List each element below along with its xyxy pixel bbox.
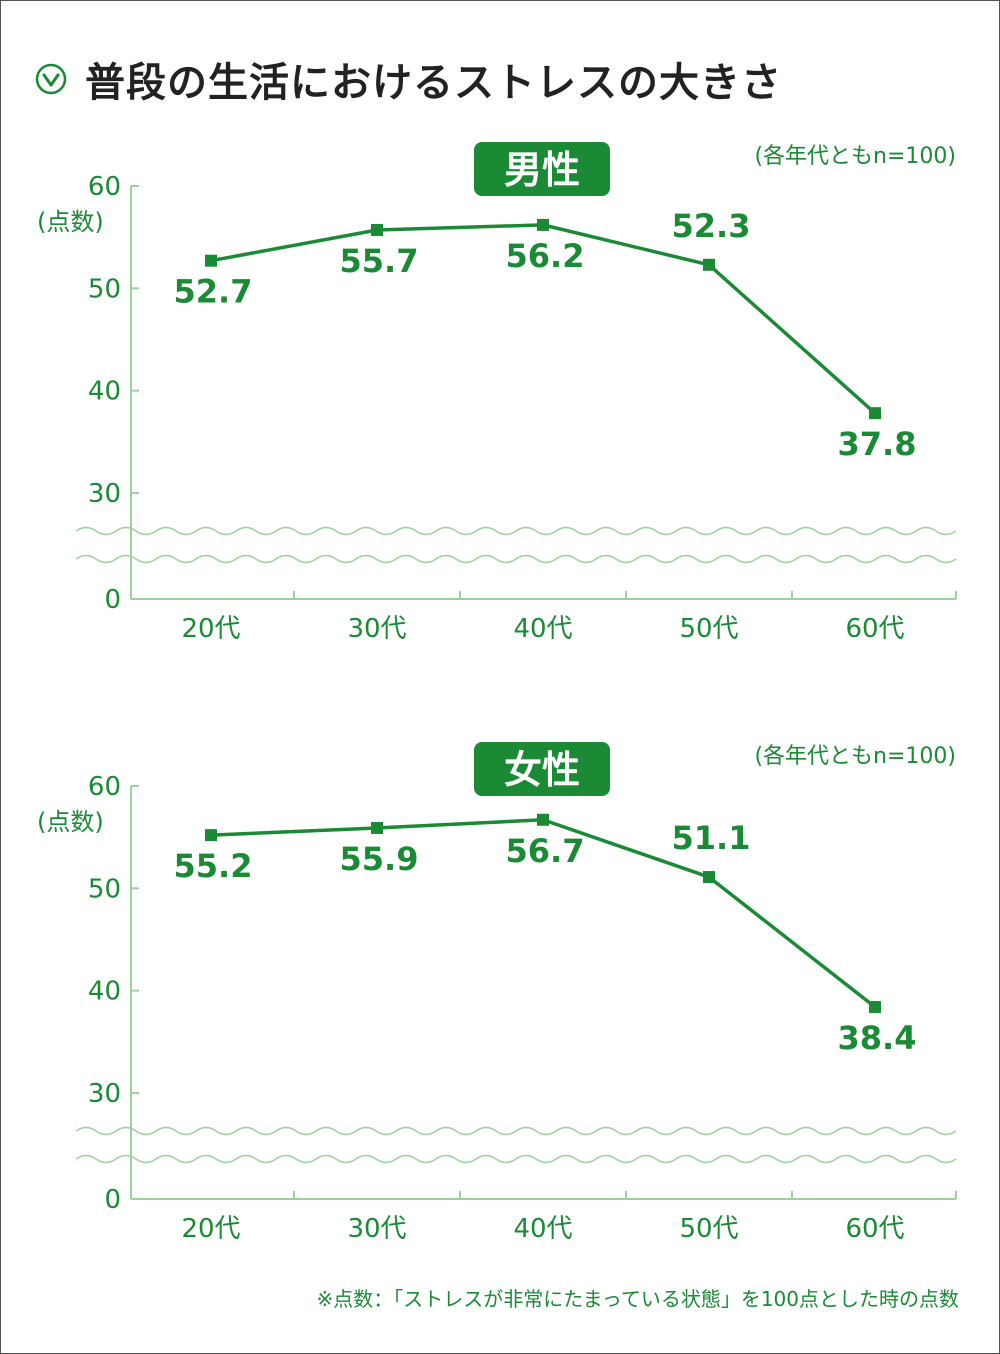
data-label: 51.1 — [672, 819, 751, 857]
y-tick-label: 30 — [88, 1079, 121, 1109]
x-tick-label: 50代 — [679, 1214, 738, 1244]
data-point — [371, 821, 383, 834]
y-tick-label: 0 — [104, 585, 121, 615]
data-label: 37.8 — [838, 425, 917, 463]
sample-note: (各年代ともn=100) — [754, 744, 956, 769]
data-label: 56.7 — [506, 832, 585, 870]
y-tick-label: 50 — [88, 874, 121, 904]
data-point — [703, 871, 715, 884]
data-point — [205, 829, 217, 842]
axis-break-wave — [75, 526, 957, 536]
x-tick-label: 40代 — [513, 1214, 572, 1244]
chart-title-pill — [474, 742, 610, 796]
chart-men: 0 30 40 50 60 (点数) 20代 30代 40代 50代 60代 男性 (各年代ともn=10… — [37, 142, 957, 644]
data-point — [205, 254, 217, 267]
page-title: 普段の生活におけるストレスの大きさ — [85, 60, 782, 106]
axis-break-wave — [75, 1154, 957, 1164]
data-point — [869, 407, 881, 420]
sample-note: (各年代ともn=100) — [754, 144, 956, 169]
x-tick-label: 40代 — [513, 614, 572, 644]
y-tick-label: 60 — [88, 772, 121, 802]
y-tick-label: 40 — [88, 977, 121, 1007]
x-tick-label: 60代 — [845, 614, 904, 644]
data-point — [371, 224, 383, 237]
chart-title: 男性 — [504, 148, 580, 192]
data-point — [869, 1001, 881, 1014]
y-tick-label: 60 — [88, 172, 121, 202]
chevron-down-circle-icon — [35, 63, 67, 95]
y-tick-label: 0 — [104, 1185, 121, 1215]
data-point — [703, 258, 715, 271]
data-point — [537, 813, 549, 826]
chart-title: 女性 — [504, 748, 580, 792]
data-label: 55.9 — [340, 840, 419, 878]
axis-break-wave — [75, 554, 957, 564]
chart-title-pill — [474, 142, 610, 196]
x-tick-label: 20代 — [181, 1214, 240, 1244]
x-tick-label: 30代 — [347, 1214, 406, 1244]
title-row: 普段の生活におけるストレスの大きさ — [35, 49, 782, 109]
data-label: 38.4 — [838, 1019, 917, 1057]
y-tick-label: 40 — [88, 377, 121, 407]
data-label: 55.7 — [340, 242, 419, 280]
axis-break-wave — [75, 1126, 957, 1136]
data-point — [537, 218, 549, 231]
x-tick-label: 20代 — [181, 614, 240, 644]
chart-women: 0 30 40 50 60 (点数) 20代 30代 40代 50代 60代 女性 (各年代ともn=10… — [37, 742, 957, 1244]
y-tick-label: 30 — [88, 479, 121, 509]
data-label: 52.7 — [174, 273, 253, 311]
y-axis-label: (点数) — [37, 808, 104, 836]
data-label: 52.3 — [672, 207, 751, 245]
footnote: ※点数：「ストレスが非常にたまっている状態」を100点とした時の点数 — [316, 1287, 959, 1311]
data-label: 55.2 — [174, 847, 253, 885]
x-tick-label: 60代 — [845, 1214, 904, 1244]
data-label: 56.2 — [506, 237, 585, 275]
y-axis-label: (点数) — [37, 208, 104, 236]
x-tick-label: 50代 — [679, 614, 738, 644]
x-tick-label: 30代 — [347, 614, 406, 644]
y-tick-label: 50 — [88, 274, 121, 304]
